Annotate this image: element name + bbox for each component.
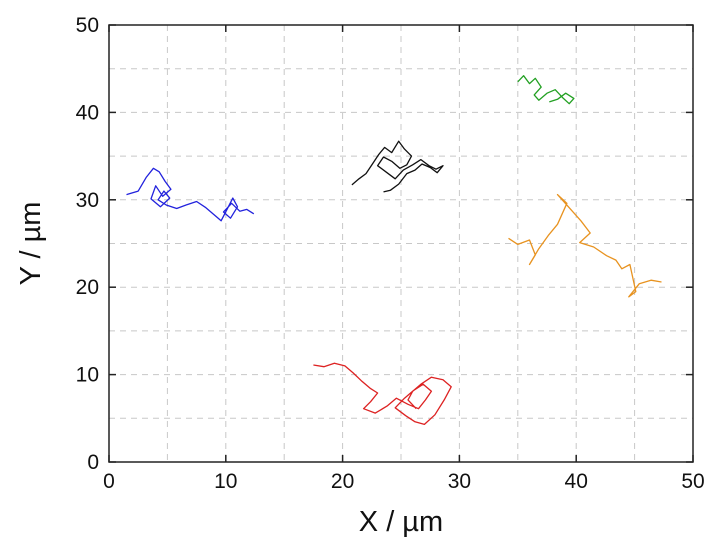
y-axis-label: Y / µm	[15, 202, 47, 286]
x-tick-label: 10	[214, 470, 237, 493]
x-tick-label: 40	[565, 470, 588, 493]
x-tick-label: 20	[331, 470, 354, 493]
grid-lines	[109, 25, 693, 462]
y-tick-label: 40	[76, 101, 99, 124]
trajectory-line-5	[313, 362, 452, 426]
trajectory-line-3	[517, 75, 575, 105]
y-tick-label: 50	[76, 14, 99, 37]
x-axis-label: X / µm	[359, 506, 443, 538]
trajectory-line-2	[351, 140, 444, 193]
trajectory-line-4	[508, 193, 662, 298]
trajectory-series	[126, 75, 662, 426]
trajectory-line-1	[126, 167, 255, 222]
x-tick-label: 30	[448, 470, 471, 493]
axis-ticks: 0 10 20 30 40 50 0 10 20 30 40 50	[76, 14, 705, 493]
y-tick-label: 0	[87, 451, 99, 474]
plot-frame	[108, 24, 694, 463]
y-tick-label: 20	[76, 276, 99, 299]
y-tick-label: 10	[76, 364, 99, 387]
y-tick-label: 30	[76, 189, 99, 212]
x-tick-label: 0	[103, 470, 115, 493]
x-tick-label: 50	[681, 470, 704, 493]
